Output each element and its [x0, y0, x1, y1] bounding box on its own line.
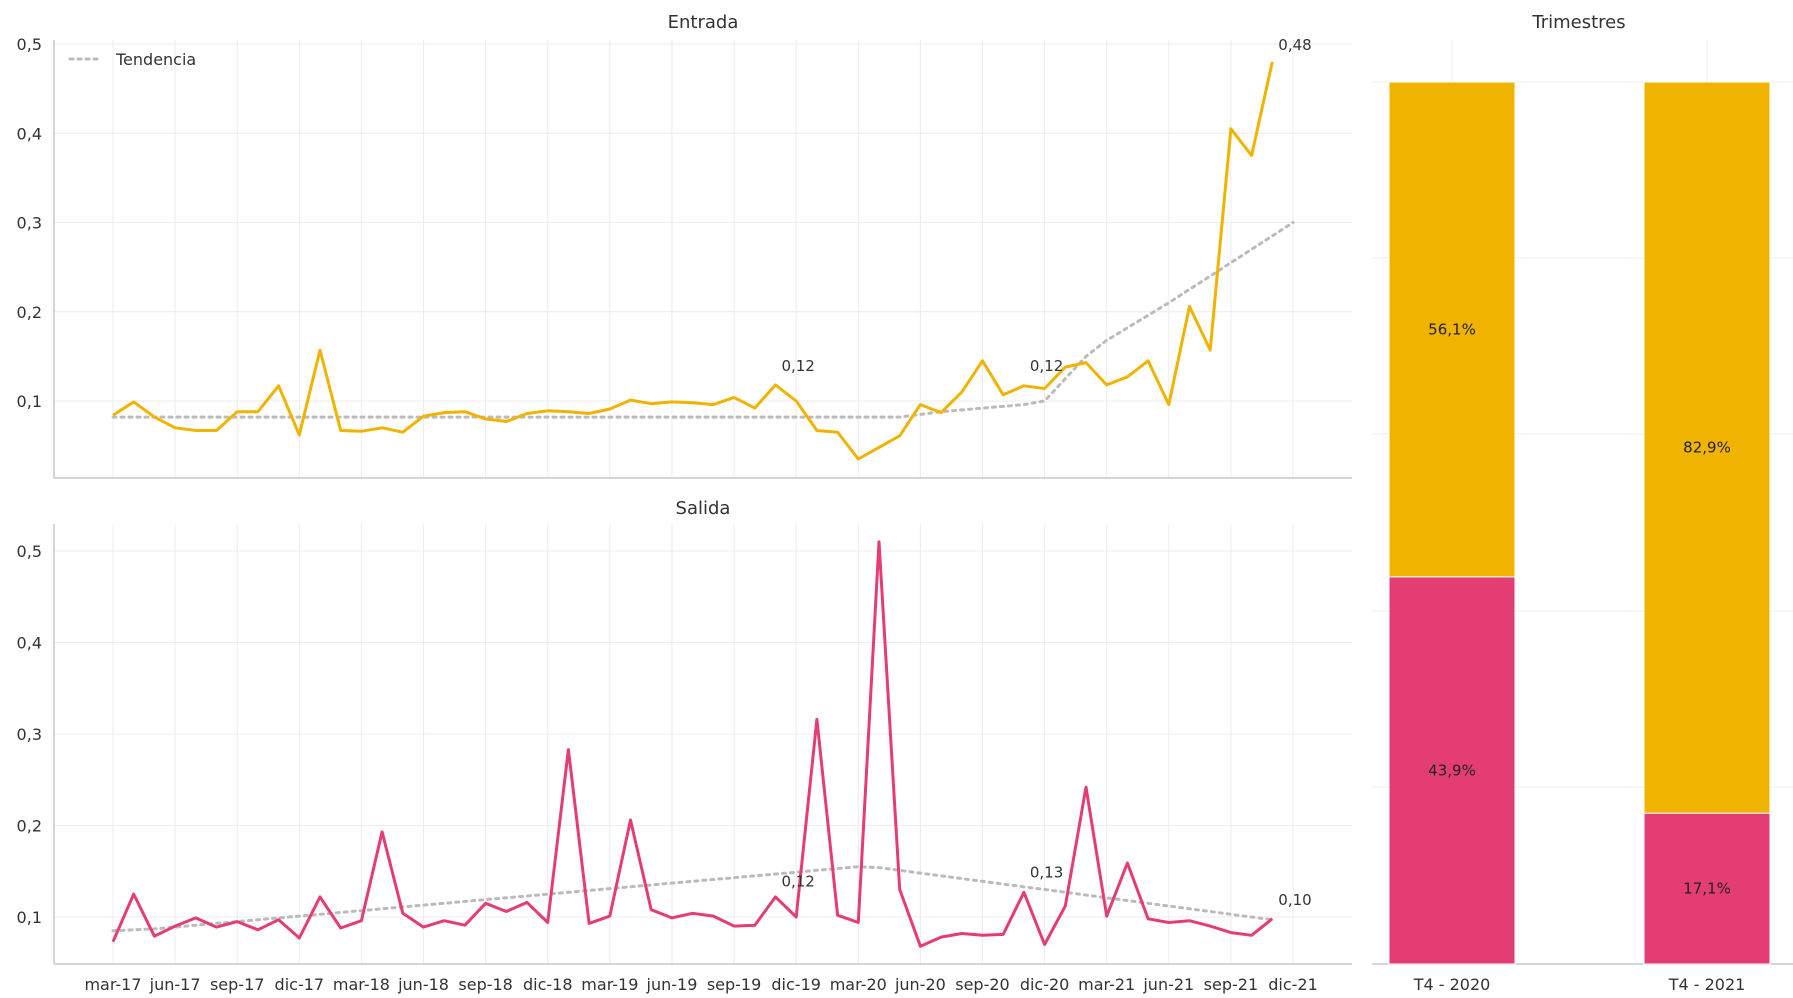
x-tick-label: T4 - 2020	[1413, 975, 1491, 994]
x-tick-label: sep-19	[707, 975, 761, 994]
y-tick-label: 0,3	[17, 214, 42, 233]
series-line	[112, 61, 1274, 461]
x-tick-label: T4 - 2021	[1668, 975, 1746, 994]
y-tick-label: 0,4	[17, 124, 42, 143]
line-panel-entrada: 0,1 0,2 0,3 0,4 0,5 Entrada 0,12 0,12 0,48 Tenden…	[17, 12, 1352, 479]
x-tick-label: sep-18	[458, 975, 512, 994]
bar-segment	[1643, 81, 1771, 814]
bar-panel-trimestres: Trimestres 43,9% 56,1% T4 - 2020 17,1% 82,9% T…	[1372, 12, 1793, 994]
bar-value-label: 17,1%	[1683, 880, 1731, 898]
y-tick-label: 0,2	[17, 817, 42, 836]
y-tick-label: 0,1	[17, 392, 42, 411]
panel-title: Entrada	[668, 12, 739, 33]
x-tick-label: sep-17	[210, 975, 264, 994]
line-panel-salida: 0,1 0,2 0,3 0,4 0,5 Salida 0,12 0,13 0,10 mar-17 j…	[17, 498, 1352, 994]
x-tick-label: dic-21	[1268, 975, 1318, 994]
y-tick-label: 0,4	[17, 634, 42, 653]
bar-segment	[1388, 81, 1516, 578]
y-tick-label: 0,2	[17, 303, 42, 322]
data-label: 0,13	[1030, 864, 1063, 882]
panel-title: Trimestres	[1531, 12, 1625, 33]
series-line	[111, 540, 1274, 948]
x-tick-label: jun-18	[397, 975, 449, 994]
data-label: 0,12	[781, 873, 814, 891]
x-tick-label: jun-20	[894, 975, 946, 994]
x-tick-label: sep-20	[955, 975, 1009, 994]
x-tick-label: mar-19	[581, 975, 638, 994]
legend-label: Tendencia	[115, 50, 196, 69]
data-label: 0,12	[1030, 357, 1063, 375]
y-tick-label: 0,3	[17, 725, 42, 744]
bar-value-label: 82,9%	[1683, 439, 1731, 457]
x-tick-label: dic-20	[1020, 975, 1070, 994]
bar-segment	[1643, 812, 1771, 965]
x-tick-label: jun-17	[149, 975, 201, 994]
trend-line	[111, 221, 1295, 419]
bar-segment	[1388, 576, 1516, 965]
x-tick-label: sep-21	[1204, 975, 1258, 994]
data-label: 0,10	[1278, 891, 1311, 909]
x-tick-label: dic-17	[275, 975, 325, 994]
x-tick-label: jun-21	[1142, 975, 1194, 994]
x-tick-label: dic-18	[523, 975, 573, 994]
x-tick-label: mar-21	[1078, 975, 1135, 994]
y-tick-label: 0,5	[17, 542, 42, 561]
data-label: 0,48	[1278, 36, 1311, 54]
x-tick-label: mar-17	[84, 975, 141, 994]
panel-title: Salida	[676, 498, 731, 519]
x-tick-label: mar-20	[830, 975, 887, 994]
x-tick-label: mar-18	[333, 975, 390, 994]
bar-value-label: 56,1%	[1428, 320, 1476, 338]
trend-line	[111, 865, 1274, 933]
y-tick-label: 0,1	[17, 908, 42, 927]
bar-value-label: 43,9%	[1428, 761, 1476, 779]
x-tick-label: dic-19	[771, 975, 821, 994]
x-tick-label: jun-19	[646, 975, 698, 994]
data-label: 0,12	[781, 357, 814, 375]
y-tick-label: 0,5	[17, 35, 42, 54]
